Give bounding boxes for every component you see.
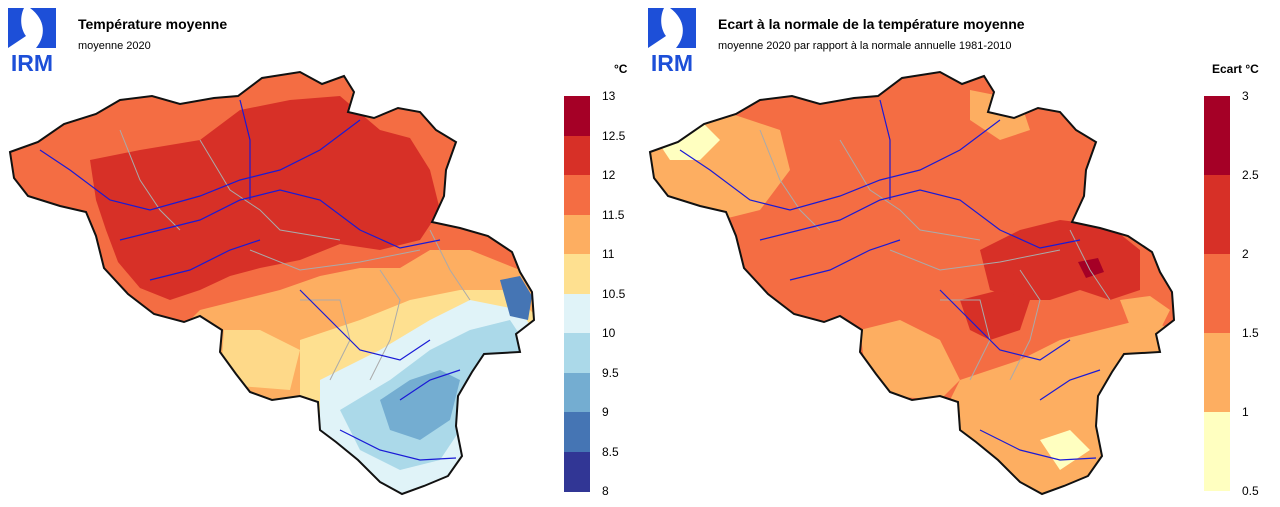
rivers (679, 99, 1101, 461)
legend-color-step (564, 254, 590, 294)
legend-tick-label: 11 (602, 247, 615, 261)
legend-color-step (564, 333, 590, 373)
legend-unit: °C (614, 62, 628, 76)
map-title: Ecart à la normale de la température moy… (718, 16, 1025, 32)
legend-tick-label: 11.5 (602, 207, 625, 222)
legend-color-step (564, 372, 590, 413)
irm-logo-icon (8, 8, 56, 48)
legend-color-step (1204, 412, 1230, 491)
legend-color-step (564, 214, 590, 255)
legend-tick-label: 2 (1242, 247, 1249, 261)
legend-color-step (1204, 175, 1230, 254)
rivers (39, 99, 461, 461)
legend-tick-label: 8 (602, 484, 609, 498)
legend-color-step (564, 451, 590, 492)
legend-tick-label: 9 (602, 405, 609, 419)
province-borders (759, 129, 1111, 381)
legend-tick-label: 9.5 (602, 365, 619, 380)
temperature-legend: 13 12.5 12 11.5 11 10.5 10 9.5 9 8.5 8 (564, 89, 634, 501)
anomaly-legend: 3 2.5 2 1.5 1 0.5 (1204, 89, 1274, 501)
legend-color-step (564, 175, 590, 215)
legend-tick-label: 10.5 (602, 286, 626, 301)
legend-color-step (1204, 254, 1230, 333)
irm-logo-text: IRM (10, 50, 54, 76)
legend-color-step (564, 135, 590, 176)
map-subtitle: moyenne 2020 (78, 40, 151, 52)
belgium-anomaly-map (649, 71, 1175, 495)
map-title: Température moyenne (78, 16, 228, 32)
legend-color-step (564, 412, 590, 452)
irm-logo-icon (648, 8, 696, 48)
legend-unit: Ecart °C (1212, 62, 1259, 76)
legend-tick-label: 8.5 (602, 444, 619, 459)
irm-logo-text: IRM (650, 50, 694, 76)
legend-tick-label: 12.5 (602, 128, 626, 143)
legend-tick-label: 12 (602, 168, 616, 182)
legend-tick-label: 10 (602, 326, 616, 340)
irm-logo: IRM (646, 6, 698, 76)
panel-temperature-anomaly: IRM Ecart à la normale de la température… (640, 0, 1280, 507)
legend-color-step (564, 96, 590, 136)
legend-color-step (1204, 333, 1230, 412)
legend-tick-label: 2.5 (1242, 168, 1259, 182)
legend-color-step (564, 293, 590, 334)
legend-tick-label: 3 (1242, 89, 1249, 103)
panel-mean-temperature: IRM Température moyenne moyenne 2020 (6, 6, 634, 501)
irm-logo: IRM (6, 6, 58, 76)
legend-tick-label: 1.5 (1242, 326, 1259, 340)
legend-tick-label: 13 (602, 89, 616, 103)
belgium-temperature-map (9, 71, 535, 495)
map-subtitle: moyenne 2020 par rapport à la normale an… (718, 40, 1012, 52)
legend-color-step (1204, 96, 1230, 175)
legend-tick-label: 1 (1242, 405, 1249, 419)
province-borders (119, 129, 471, 381)
legend-tick-label: 0.5 (1242, 484, 1259, 498)
